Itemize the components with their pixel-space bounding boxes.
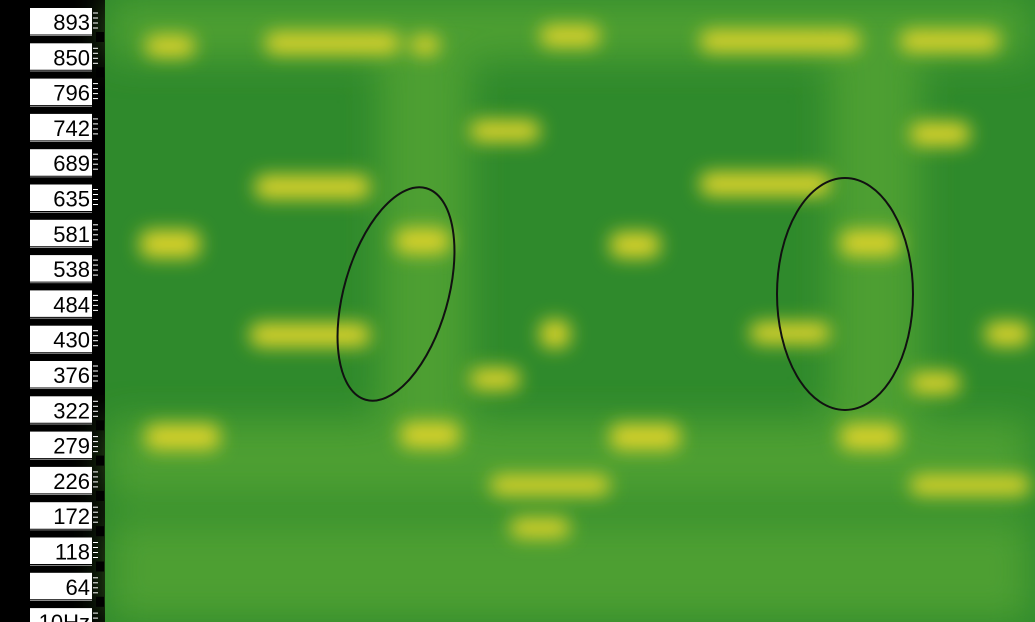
tick-mark: [96, 102, 104, 113]
tick-mark: [96, 596, 104, 607]
tick-mark: [96, 455, 104, 466]
label-box: [30, 396, 92, 425]
tick-mark: [96, 561, 104, 572]
frequency-label: 635: [53, 187, 90, 212]
frequency-label: 376: [53, 363, 90, 388]
frequency-label: 172: [53, 504, 90, 529]
label-box: [30, 78, 92, 107]
spectrogram-energy: [140, 25, 1030, 538]
label-box: [30, 43, 92, 72]
tick-mark: [96, 490, 104, 501]
frequency-label: 796: [53, 81, 90, 106]
label-box: [30, 8, 92, 36]
tick-mark: [96, 526, 104, 537]
tick-mark: [96, 314, 104, 325]
frequency-label: 742: [53, 116, 90, 141]
frequency-label: 64: [66, 575, 90, 600]
tick-mark: [96, 420, 104, 431]
annotation-ellipse: [336, 186, 456, 402]
label-box: [30, 466, 92, 495]
frequency-label: 10Hz: [39, 610, 90, 622]
frequency-label: 484: [53, 292, 90, 317]
frequency-label: 689: [53, 151, 90, 176]
label-box: [30, 219, 92, 248]
tick-mark: [96, 67, 104, 78]
label-box: [30, 431, 92, 460]
label-box: [30, 325, 92, 354]
tick-mark: [96, 349, 104, 360]
label-box: [30, 149, 92, 178]
frequency-label: 226: [53, 469, 90, 494]
frequency-label: 322: [53, 398, 90, 423]
tick-mark: [96, 137, 104, 148]
tick-mark: [96, 385, 104, 395]
frequency-label: 279: [53, 434, 90, 459]
label-box: [30, 184, 92, 213]
frequency-label: 118: [55, 540, 90, 565]
label-box: [30, 502, 92, 531]
tick-mark: [96, 279, 104, 290]
label-box: [30, 572, 92, 601]
label-box: [30, 255, 92, 284]
label-box: [30, 608, 92, 622]
frequency-label: 581: [53, 222, 90, 247]
frequency-label: 538: [53, 257, 90, 282]
frequency-label: 430: [53, 328, 90, 353]
frequency-axis: 893 850 796 742 689 635 581 538 484 430 376 322 279 2…: [30, 8, 104, 622]
label-box: [30, 537, 92, 566]
frequency-label: 850: [53, 45, 90, 70]
frequency-label: 893: [53, 10, 90, 35]
label-box: [30, 113, 92, 142]
label-box: [30, 361, 92, 389]
tick-mark: [96, 208, 104, 219]
annotation-ellipse: [776, 177, 914, 411]
tick-mark: [96, 173, 104, 184]
tick-mark: [96, 32, 104, 42]
tick-mark: [96, 243, 104, 254]
label-box: [30, 290, 92, 319]
